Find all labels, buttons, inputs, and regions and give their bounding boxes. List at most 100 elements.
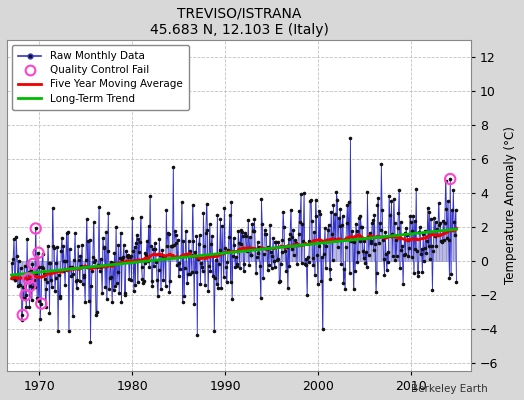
Point: [198, 264, 206, 270]
Point: [392, 237, 400, 243]
Point: [162, 206, 170, 213]
Point: [277, 249, 286, 256]
Point: [400, 230, 409, 236]
Point: [230, 242, 238, 248]
Point: [307, 196, 315, 203]
Point: [125, 276, 134, 282]
Point: [342, 220, 351, 227]
Point: [259, 251, 268, 257]
Point: [308, 218, 316, 225]
Point: [33, 294, 41, 301]
Point: [353, 228, 361, 234]
Point: [170, 242, 178, 248]
Point: [365, 252, 373, 258]
Point: [316, 210, 324, 217]
Point: [348, 228, 356, 234]
Point: [168, 243, 176, 250]
Point: [62, 230, 71, 236]
Point: [180, 292, 188, 299]
Point: [317, 278, 325, 284]
Point: [194, 240, 203, 247]
Point: [210, 328, 219, 334]
Point: [184, 271, 192, 277]
Point: [445, 275, 454, 282]
Point: [77, 252, 85, 259]
Point: [344, 235, 352, 242]
Point: [59, 243, 68, 249]
Point: [130, 244, 139, 250]
Point: [444, 236, 453, 243]
Point: [433, 226, 441, 232]
Point: [53, 244, 61, 250]
Point: [332, 189, 341, 196]
Point: [260, 227, 269, 233]
Point: [15, 282, 24, 288]
Point: [376, 226, 385, 233]
Point: [251, 246, 259, 252]
Point: [441, 178, 450, 184]
Point: [207, 241, 215, 247]
Point: [140, 278, 148, 284]
Point: [411, 246, 420, 252]
Point: [401, 251, 410, 257]
Point: [171, 232, 180, 239]
Point: [354, 248, 362, 255]
Point: [113, 268, 122, 275]
Point: [290, 237, 299, 244]
Point: [228, 253, 237, 259]
Point: [295, 208, 303, 214]
Point: [439, 218, 447, 224]
Point: [405, 244, 413, 251]
Point: [61, 282, 69, 288]
Point: [42, 285, 51, 292]
Point: [90, 218, 98, 225]
Point: [166, 278, 174, 284]
Point: [48, 284, 56, 290]
Point: [112, 224, 120, 230]
Point: [209, 252, 217, 259]
Point: [110, 250, 118, 256]
Point: [345, 270, 354, 276]
Point: [290, 252, 298, 259]
Point: [297, 191, 305, 197]
Point: [152, 259, 160, 265]
Point: [351, 268, 359, 274]
Point: [54, 328, 62, 335]
Point: [121, 290, 129, 296]
Point: [107, 274, 116, 280]
Point: [310, 229, 318, 235]
Point: [98, 290, 106, 297]
Point: [58, 234, 66, 241]
Point: [246, 234, 254, 241]
Point: [155, 236, 163, 243]
Point: [115, 290, 123, 296]
Point: [137, 264, 146, 271]
Point: [366, 238, 375, 244]
Point: [143, 238, 151, 244]
Point: [303, 292, 311, 298]
Point: [244, 217, 253, 224]
Point: [116, 255, 124, 262]
Point: [346, 135, 355, 142]
Point: [406, 213, 414, 219]
Point: [84, 238, 92, 244]
Point: [257, 196, 266, 203]
Point: [431, 219, 440, 226]
Point: [154, 293, 162, 299]
Point: [283, 285, 292, 291]
Point: [336, 205, 345, 212]
Point: [358, 224, 366, 230]
Point: [10, 277, 19, 284]
Point: [329, 202, 337, 208]
Point: [90, 259, 99, 266]
Point: [404, 252, 412, 259]
Point: [75, 257, 83, 264]
Point: [216, 216, 225, 222]
Point: [347, 238, 355, 244]
Point: [97, 263, 105, 270]
Point: [174, 273, 183, 279]
Y-axis label: Temperature Anomaly (°C): Temperature Anomaly (°C): [504, 126, 517, 284]
Point: [46, 260, 54, 266]
Point: [219, 250, 227, 256]
Point: [52, 259, 61, 266]
